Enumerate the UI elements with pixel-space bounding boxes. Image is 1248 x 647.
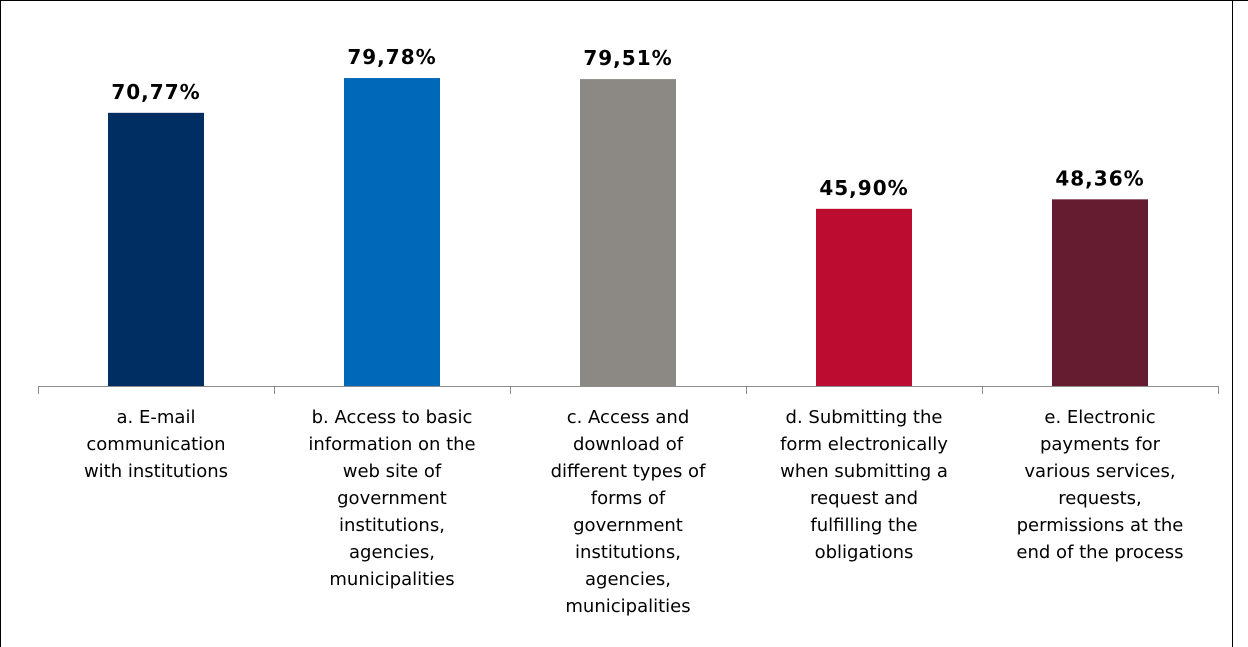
- bar-e: [1052, 199, 1148, 386]
- category-label-a-line-3: with institutions: [84, 461, 228, 482]
- frame-right-border: [1232, 0, 1233, 647]
- category-label-d-line-6: obligations: [815, 542, 914, 563]
- frame-top-border: [0, 0, 1248, 1]
- category-label-c-line-8: municipalities: [565, 596, 690, 617]
- category-label-b-line-5: institutions,: [339, 515, 445, 536]
- category-label-e-line-2: payments for: [1040, 434, 1161, 455]
- category-label-c-line-5: government: [573, 515, 683, 536]
- category-label-b-line-4: government: [337, 488, 447, 509]
- category-label-e-line-5: permissions at the: [1017, 515, 1184, 536]
- category-label-b-line-7: municipalities: [329, 569, 454, 590]
- data-label-c: 79,51%: [583, 46, 672, 70]
- data-label-e: 48,36%: [1055, 166, 1144, 190]
- category-label-b-line-1: b. Access to basic: [312, 407, 473, 428]
- data-label-b: 79,78%: [347, 45, 436, 69]
- category-label-d-line-1: d. Submitting the: [786, 407, 943, 428]
- category-label-a-line-1: a. E-mail: [117, 407, 196, 428]
- category-label-e-line-4: requests,: [1058, 488, 1142, 509]
- category-label-d-line-2: form electronically: [780, 434, 948, 455]
- value-labels-layer: 70,77% 79,78% 79,51% 45,90% 48,36%: [111, 45, 1144, 200]
- frame-left-border: [0, 0, 1, 647]
- category-label-d-line-4: request and: [810, 488, 918, 509]
- category-label-a-line-2: communication: [86, 434, 225, 455]
- bar-d: [816, 208, 912, 386]
- bar-c: [580, 79, 676, 386]
- category-label-c-line-6: institutions,: [575, 542, 681, 563]
- category-label-e-line-6: end of the process: [1016, 542, 1183, 563]
- category-label-c-line-1: c. Access and: [567, 407, 690, 428]
- category-label-c-line-3: different types of: [551, 461, 706, 482]
- x-axis-layer: [38, 386, 1219, 394]
- category-label-e-line-1: e. Electronic: [1044, 407, 1155, 428]
- category-label-d-line-3: when submitting a: [780, 461, 948, 482]
- bar-a: [108, 112, 204, 387]
- bars-layer: [108, 78, 1148, 387]
- category-label-b-line-3: web site of: [343, 461, 442, 482]
- category-label-c-line-2: download of: [573, 434, 684, 455]
- category-label-c-line-4: forms of: [591, 488, 666, 509]
- category-label-b-line-2: information on the: [308, 434, 475, 455]
- category-label-d-line-5: fulfilling the: [810, 515, 917, 536]
- bar-b: [344, 78, 440, 387]
- category-labels-layer: a. E-mail communication with institutions b…: [84, 407, 1184, 617]
- category-label-b-line-6: agencies,: [349, 542, 435, 563]
- category-label-e-line-3: various services,: [1024, 461, 1175, 482]
- data-label-a: 70,77%: [111, 80, 200, 104]
- category-label-c-line-7: agencies,: [585, 569, 671, 590]
- data-label-d: 45,90%: [819, 176, 908, 200]
